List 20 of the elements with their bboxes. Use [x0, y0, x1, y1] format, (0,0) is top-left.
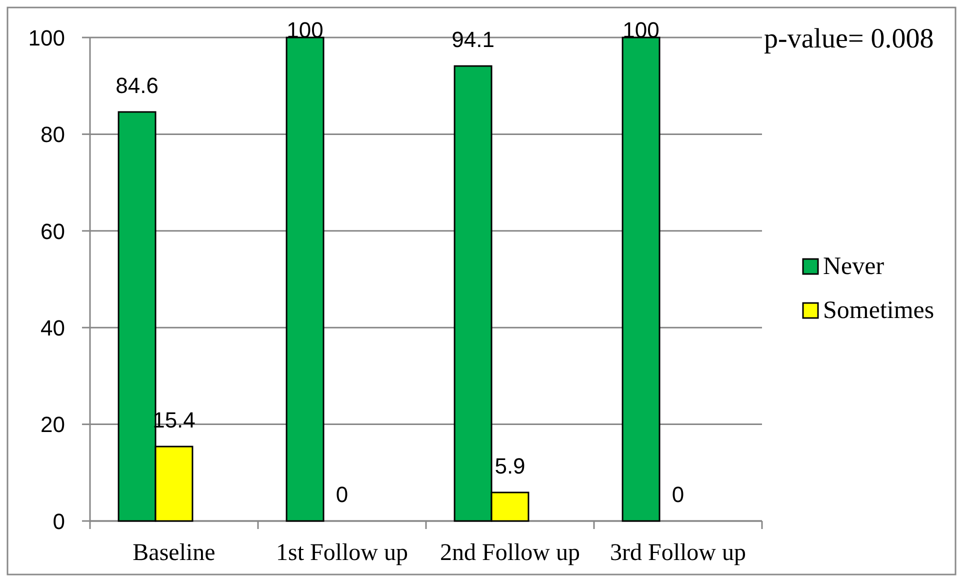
legend-label: Never	[823, 253, 885, 280]
x-tick-label: Baseline	[132, 540, 216, 566]
data-label: 0	[672, 482, 684, 507]
data-label: 0	[336, 482, 348, 507]
text: p-value= 0.008	[764, 24, 934, 54]
data-label: 84.6	[116, 72, 158, 98]
bar	[286, 36, 324, 522]
y-tick-label: 40	[40, 316, 65, 341]
bar	[622, 36, 660, 522]
data-label: 94.1	[452, 27, 494, 52]
y-tick-label: 80	[40, 122, 65, 148]
y-tick-label: 20	[40, 412, 65, 438]
x-tick-label: 1st Follow up	[276, 540, 408, 566]
y-tick-label: 0	[52, 508, 65, 534]
x-tick-label: 3rd Follow up	[610, 540, 746, 566]
x-tick-label: 2nd Follow up	[440, 540, 580, 566]
y-tick-label: 60	[40, 218, 65, 244]
data-label: 5.9	[494, 453, 526, 478]
legend-label: Sometimes	[823, 297, 934, 324]
y-tick-label: 100	[28, 25, 65, 50]
